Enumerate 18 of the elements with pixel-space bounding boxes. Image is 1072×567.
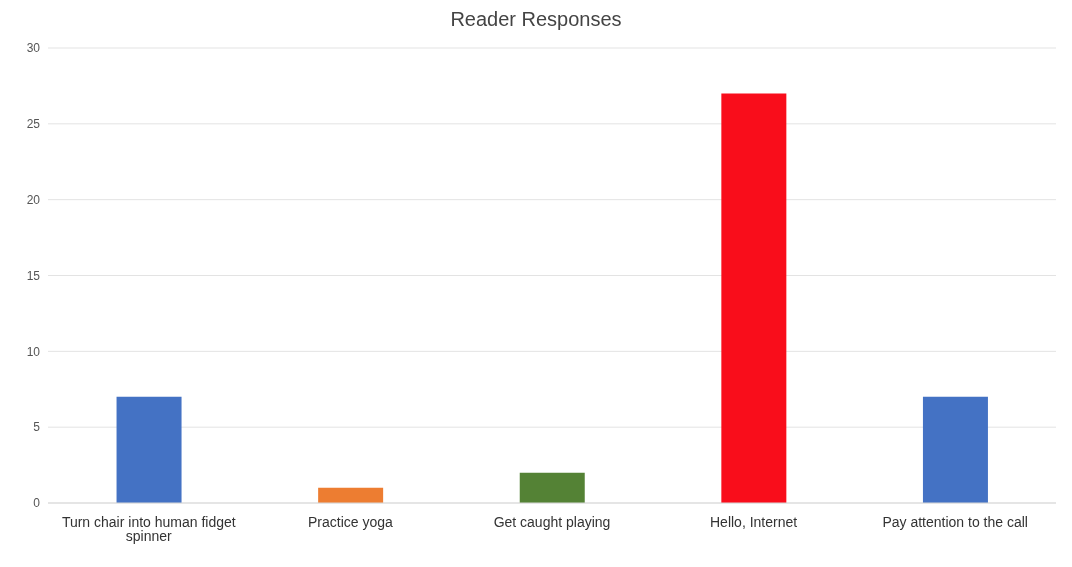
y-tick-label: 5 [33, 420, 41, 435]
x-tick-label: Turn chair into human fidget spinner [61, 513, 236, 544]
x-tick-label: Get caught playing [493, 513, 611, 530]
x-tick-label: Pay attention to the call [882, 513, 1028, 530]
y-tick-label: 10 [26, 344, 41, 359]
chart-title: Reader Responses [449, 8, 623, 32]
y-tick-label: 30 [26, 41, 41, 56]
x-tick-label: Hello, Internet [710, 513, 798, 530]
y-tick-label: 15 [26, 268, 41, 283]
bar [922, 396, 988, 503]
x-tick-label: Practice yoga [307, 513, 394, 530]
y-tick-label: 25 [26, 117, 41, 132]
bar [318, 487, 384, 503]
bar [519, 472, 585, 503]
y-tick-label: 20 [26, 192, 41, 207]
y-tick-label: 0 [33, 496, 41, 511]
bar [116, 396, 182, 503]
bar [721, 93, 787, 503]
